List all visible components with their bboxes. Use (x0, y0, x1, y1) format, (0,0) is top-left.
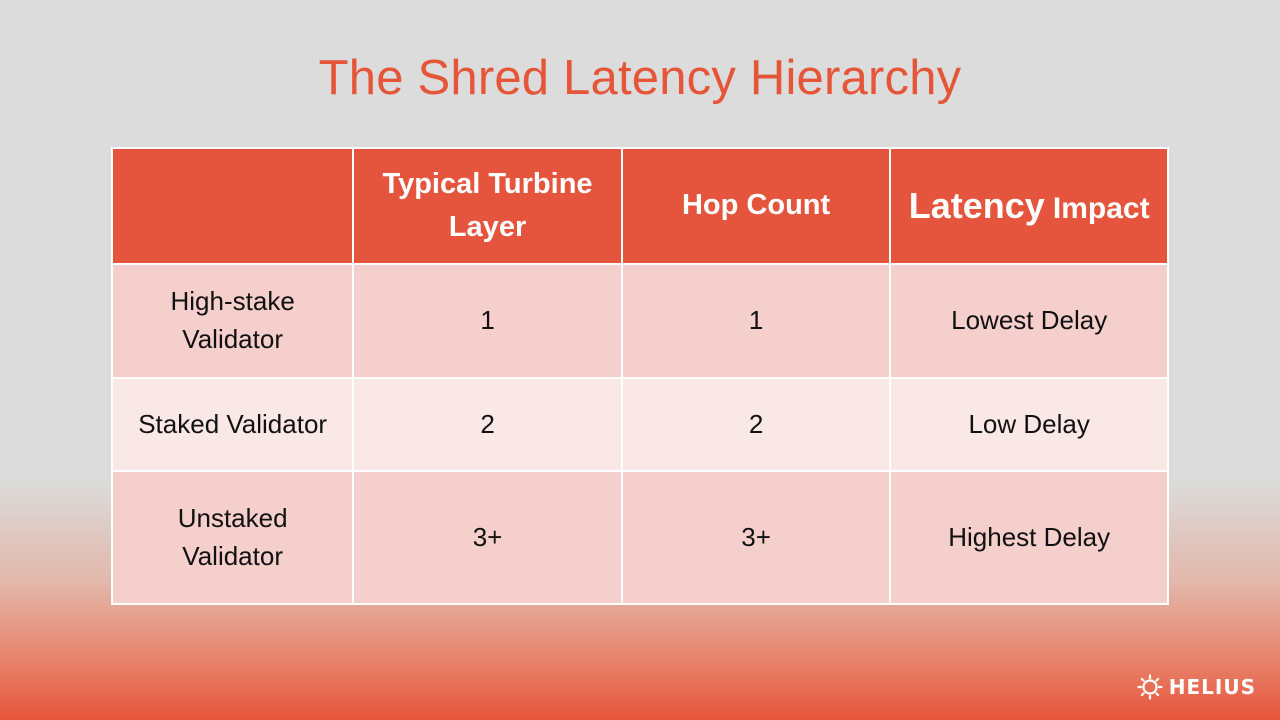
cell-hop-count: 1 (620, 263, 892, 379)
table-row: Staked Validator 2 2 Low Delay (110, 377, 1169, 472)
table-row: Unstaked Validator 3+ 3+ Highest Delay (110, 470, 1169, 605)
header-impact-word: Impact (1052, 192, 1150, 225)
cell-latency-impact: Highest Delay (889, 470, 1169, 605)
cell-turbine-layer: 2 (352, 377, 623, 472)
cell-hop-count: 2 (620, 377, 892, 472)
cell-latency-impact: Low Delay (889, 377, 1169, 472)
helius-logo-text: HELIUS (1168, 675, 1256, 699)
table-header-row: Typical Turbine Layer Hop Count Latency … (110, 147, 1169, 265)
cell-node-type: High-stake Validator (110, 263, 355, 379)
cell-turbine-layer: 1 (352, 263, 623, 379)
node-type-line1: High-stake (170, 286, 295, 317)
cell-node-type: Staked Validator (110, 377, 355, 472)
node-type-line2: Validator (182, 324, 283, 354)
node-type-line2: Validator (182, 540, 283, 571)
node-type-line1: Unstaked (177, 502, 288, 533)
cell-latency-impact: Lowest Delay (889, 263, 1169, 379)
cell-hop-count: 3+ (620, 470, 892, 605)
slide-title: The Shred Latency Hierarchy (318, 51, 962, 105)
header-turbine-layer-line1: Typical Turbine (382, 167, 593, 200)
latency-hierarchy-table: Typical Turbine Layer Hop Count Latency … (110, 147, 1169, 605)
cell-turbine-layer: 3+ (352, 470, 623, 605)
header-latency-impact: Latency Impact (889, 147, 1169, 265)
header-node-type (110, 147, 355, 265)
helius-logo: HELIUS (1137, 674, 1256, 700)
header-latency-word: Latency (908, 185, 1045, 226)
header-turbine-layer: Typical Turbine Layer (352, 147, 623, 265)
header-turbine-layer-line2: Layer (448, 211, 527, 243)
cell-node-type: Unstaked Validator (110, 470, 355, 605)
table-row: High-stake Validator 1 1 Lowest Delay (110, 263, 1169, 379)
helius-sun-icon (1137, 674, 1163, 700)
header-hop-count: Hop Count (620, 147, 892, 265)
